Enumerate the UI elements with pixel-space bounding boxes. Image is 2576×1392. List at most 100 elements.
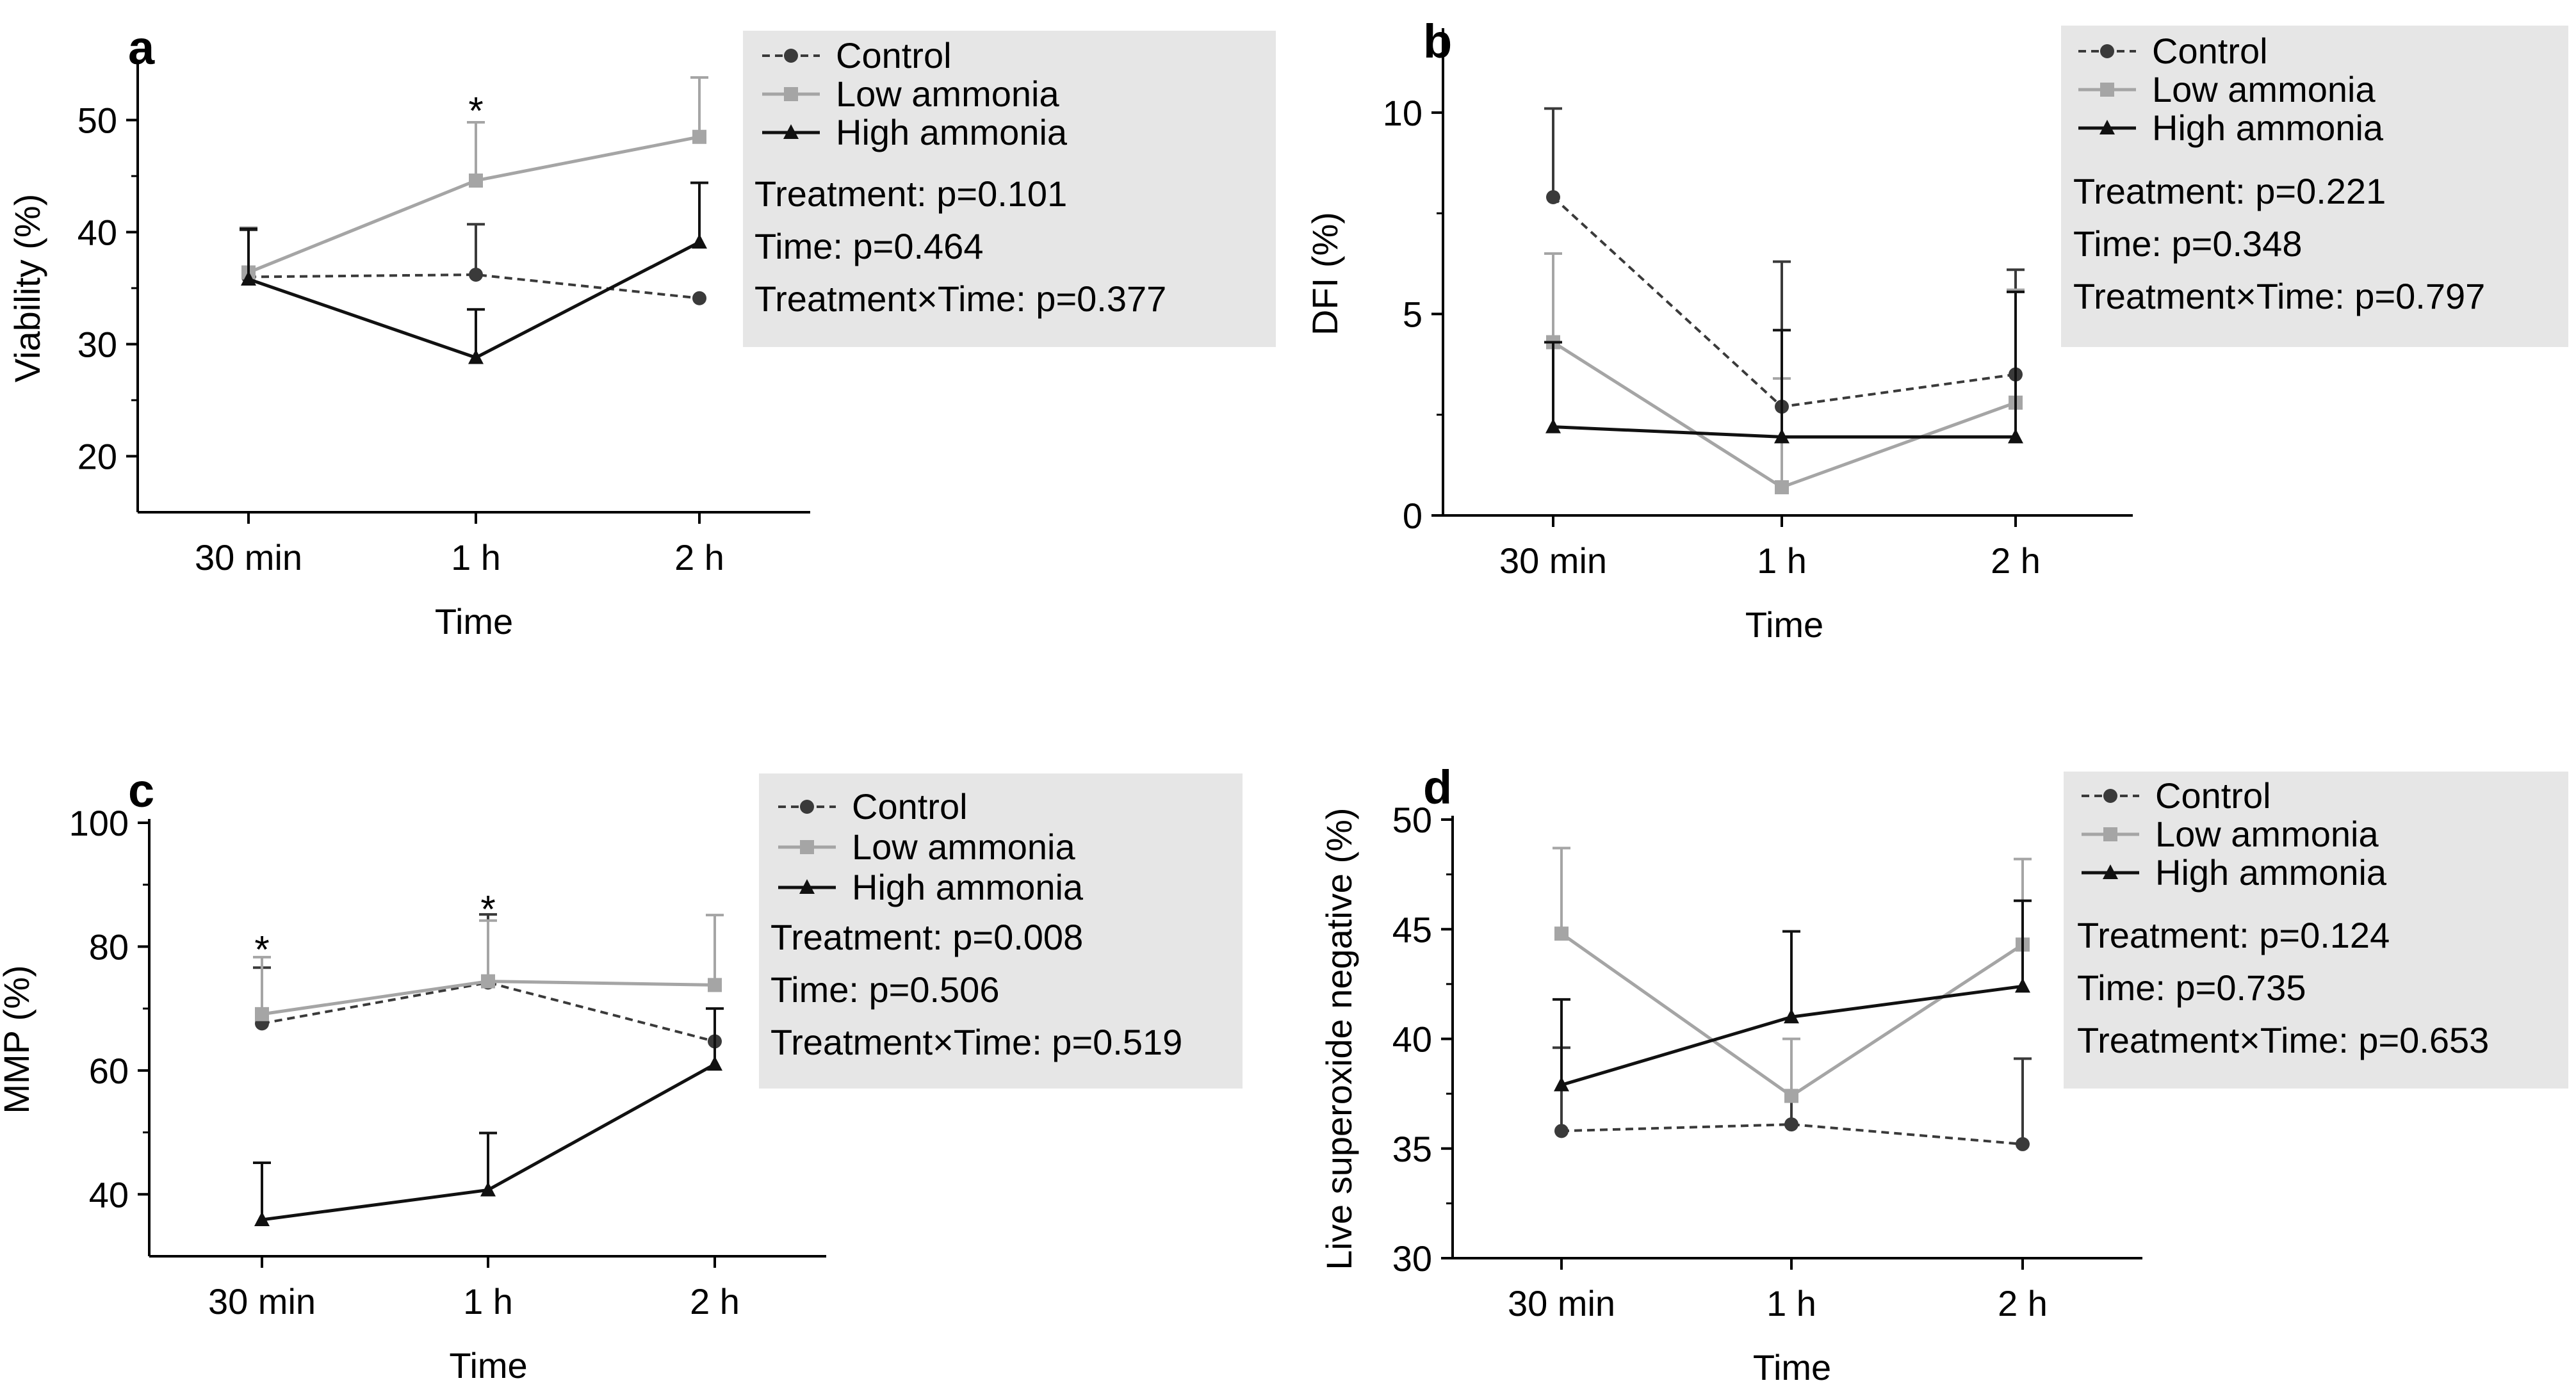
data-point bbox=[469, 174, 483, 188]
legend-label-control: Control bbox=[2152, 31, 2268, 71]
x-tick-label: 1 h bbox=[1766, 1283, 1816, 1323]
data-point bbox=[1554, 1076, 1569, 1092]
stats-line: Treatment×Time: p=0.653 bbox=[2077, 1020, 2489, 1060]
y-tick-label: 45 bbox=[1392, 909, 1432, 950]
stats-line: Time: p=0.464 bbox=[754, 226, 983, 266]
legend-label-low: Low ammonia bbox=[2155, 814, 2379, 854]
x-tick-label: 2 h bbox=[1998, 1283, 2048, 1323]
x-tick-label: 30 min bbox=[1508, 1283, 1615, 1323]
panel-letter-b: b bbox=[1423, 15, 1452, 68]
data-point bbox=[692, 234, 707, 249]
stats-legend-box bbox=[2061, 26, 2568, 347]
stats-line: Time: p=0.506 bbox=[770, 969, 999, 1010]
legend-marker-control bbox=[2100, 44, 2114, 58]
x-axis-title: Time bbox=[435, 601, 513, 642]
data-point bbox=[1784, 1117, 1798, 1132]
y-tick-label: 5 bbox=[1403, 294, 1423, 334]
stats-line: Treatment×Time: p=0.377 bbox=[754, 279, 1166, 319]
stats-legend-box bbox=[759, 773, 1243, 1089]
stats-legend-box bbox=[743, 31, 1276, 347]
legend-marker-control bbox=[2103, 789, 2117, 803]
legend-label-high: High ammonia bbox=[2155, 852, 2387, 893]
legend-label-control: Control bbox=[852, 786, 968, 827]
stats-line: Treatment: p=0.124 bbox=[2077, 915, 2390, 955]
series-line bbox=[1552, 196, 2016, 409]
data-point bbox=[692, 291, 706, 305]
y-tick-label: 40 bbox=[1392, 1019, 1432, 1060]
series-control bbox=[1544, 107, 2025, 414]
stats-legend-box bbox=[2064, 772, 2568, 1089]
y-tick-label: 35 bbox=[1392, 1129, 1432, 1169]
series-control bbox=[240, 223, 706, 305]
stats-line: Treatment×Time: p=0.797 bbox=[2073, 276, 2485, 316]
y-tick-label: 40 bbox=[77, 213, 117, 253]
data-point bbox=[1554, 927, 1569, 941]
x-tick-label: 30 min bbox=[208, 1281, 316, 1322]
data-point bbox=[2016, 1137, 2030, 1151]
legend-marker-low bbox=[800, 840, 814, 854]
stats-line: Treatment: p=0.008 bbox=[770, 917, 1083, 957]
y-tick-label: 80 bbox=[89, 927, 129, 967]
data-point bbox=[1775, 480, 1789, 494]
panel-letter-a: a bbox=[128, 21, 155, 74]
legend-label-high: High ammonia bbox=[836, 112, 1068, 152]
data-point bbox=[2008, 428, 2023, 444]
series-line bbox=[248, 135, 700, 274]
x-tick-label: 2 h bbox=[674, 537, 724, 578]
series-line bbox=[248, 241, 701, 360]
stats-line: Time: p=0.735 bbox=[2077, 967, 2306, 1008]
legend-marker-high bbox=[783, 124, 799, 139]
series-low bbox=[1544, 252, 2025, 494]
data-point bbox=[480, 1181, 496, 1197]
legend-label-high: High ammonia bbox=[852, 867, 1084, 907]
x-tick-label: 30 min bbox=[195, 537, 302, 578]
y-tick-label: 50 bbox=[1392, 800, 1432, 840]
y-tick-label: 30 bbox=[77, 325, 117, 365]
series-low bbox=[253, 914, 724, 1021]
legend-label-low: Low ammonia bbox=[836, 74, 1059, 114]
y-tick-label: 30 bbox=[1392, 1238, 1432, 1279]
y-axis-title: DFI (%) bbox=[1305, 212, 1345, 336]
x-tick-label: 2 h bbox=[690, 1281, 740, 1322]
legend-marker-low bbox=[2103, 827, 2117, 841]
significance-asterisk: * bbox=[468, 90, 483, 133]
y-axis-title: MMP (%) bbox=[0, 965, 37, 1113]
data-point bbox=[707, 1056, 722, 1071]
legend-marker-high bbox=[2103, 864, 2118, 879]
legend-label-low: Low ammonia bbox=[2152, 69, 2376, 109]
x-axis-title: Time bbox=[1745, 604, 1823, 645]
data-point bbox=[468, 349, 484, 364]
data-point bbox=[241, 271, 256, 286]
data-point bbox=[692, 129, 706, 144]
x-tick-label: 1 h bbox=[1757, 540, 1807, 581]
y-tick-label: 40 bbox=[89, 1174, 129, 1215]
series-line bbox=[1552, 341, 2016, 489]
x-axis-title: Time bbox=[449, 1345, 527, 1386]
y-tick-label: 50 bbox=[77, 101, 117, 141]
y-tick-label: 10 bbox=[1383, 93, 1423, 133]
stats-line: Treatment: p=0.101 bbox=[754, 174, 1067, 214]
legend-marker-low bbox=[784, 87, 798, 101]
legend-marker-control bbox=[800, 800, 814, 814]
y-tick-label: 60 bbox=[89, 1051, 129, 1091]
data-point bbox=[1784, 1089, 1798, 1103]
legend-label-control: Control bbox=[836, 35, 952, 76]
data-point bbox=[481, 974, 495, 989]
panel-letter-d: d bbox=[1423, 761, 1452, 814]
y-axis-title: Viability (%) bbox=[7, 194, 47, 383]
series-line bbox=[1561, 1123, 2023, 1145]
data-point bbox=[708, 978, 722, 992]
x-tick-label: 2 h bbox=[1991, 540, 2041, 581]
stats-line: Time: p=0.348 bbox=[2073, 223, 2302, 264]
y-tick-label: 20 bbox=[77, 437, 117, 477]
data-point bbox=[255, 1007, 269, 1021]
data-point bbox=[1554, 1124, 1569, 1138]
legend-marker-high bbox=[2099, 120, 2115, 134]
series-high bbox=[1544, 290, 2025, 444]
panel-a: a 20 30 40 50 30 min 1 h 2 h Time Viability (%) * C… bbox=[7, 21, 1276, 642]
data-point bbox=[2015, 978, 2030, 993]
data-point bbox=[254, 1211, 270, 1226]
legend-marker-control bbox=[784, 49, 798, 63]
